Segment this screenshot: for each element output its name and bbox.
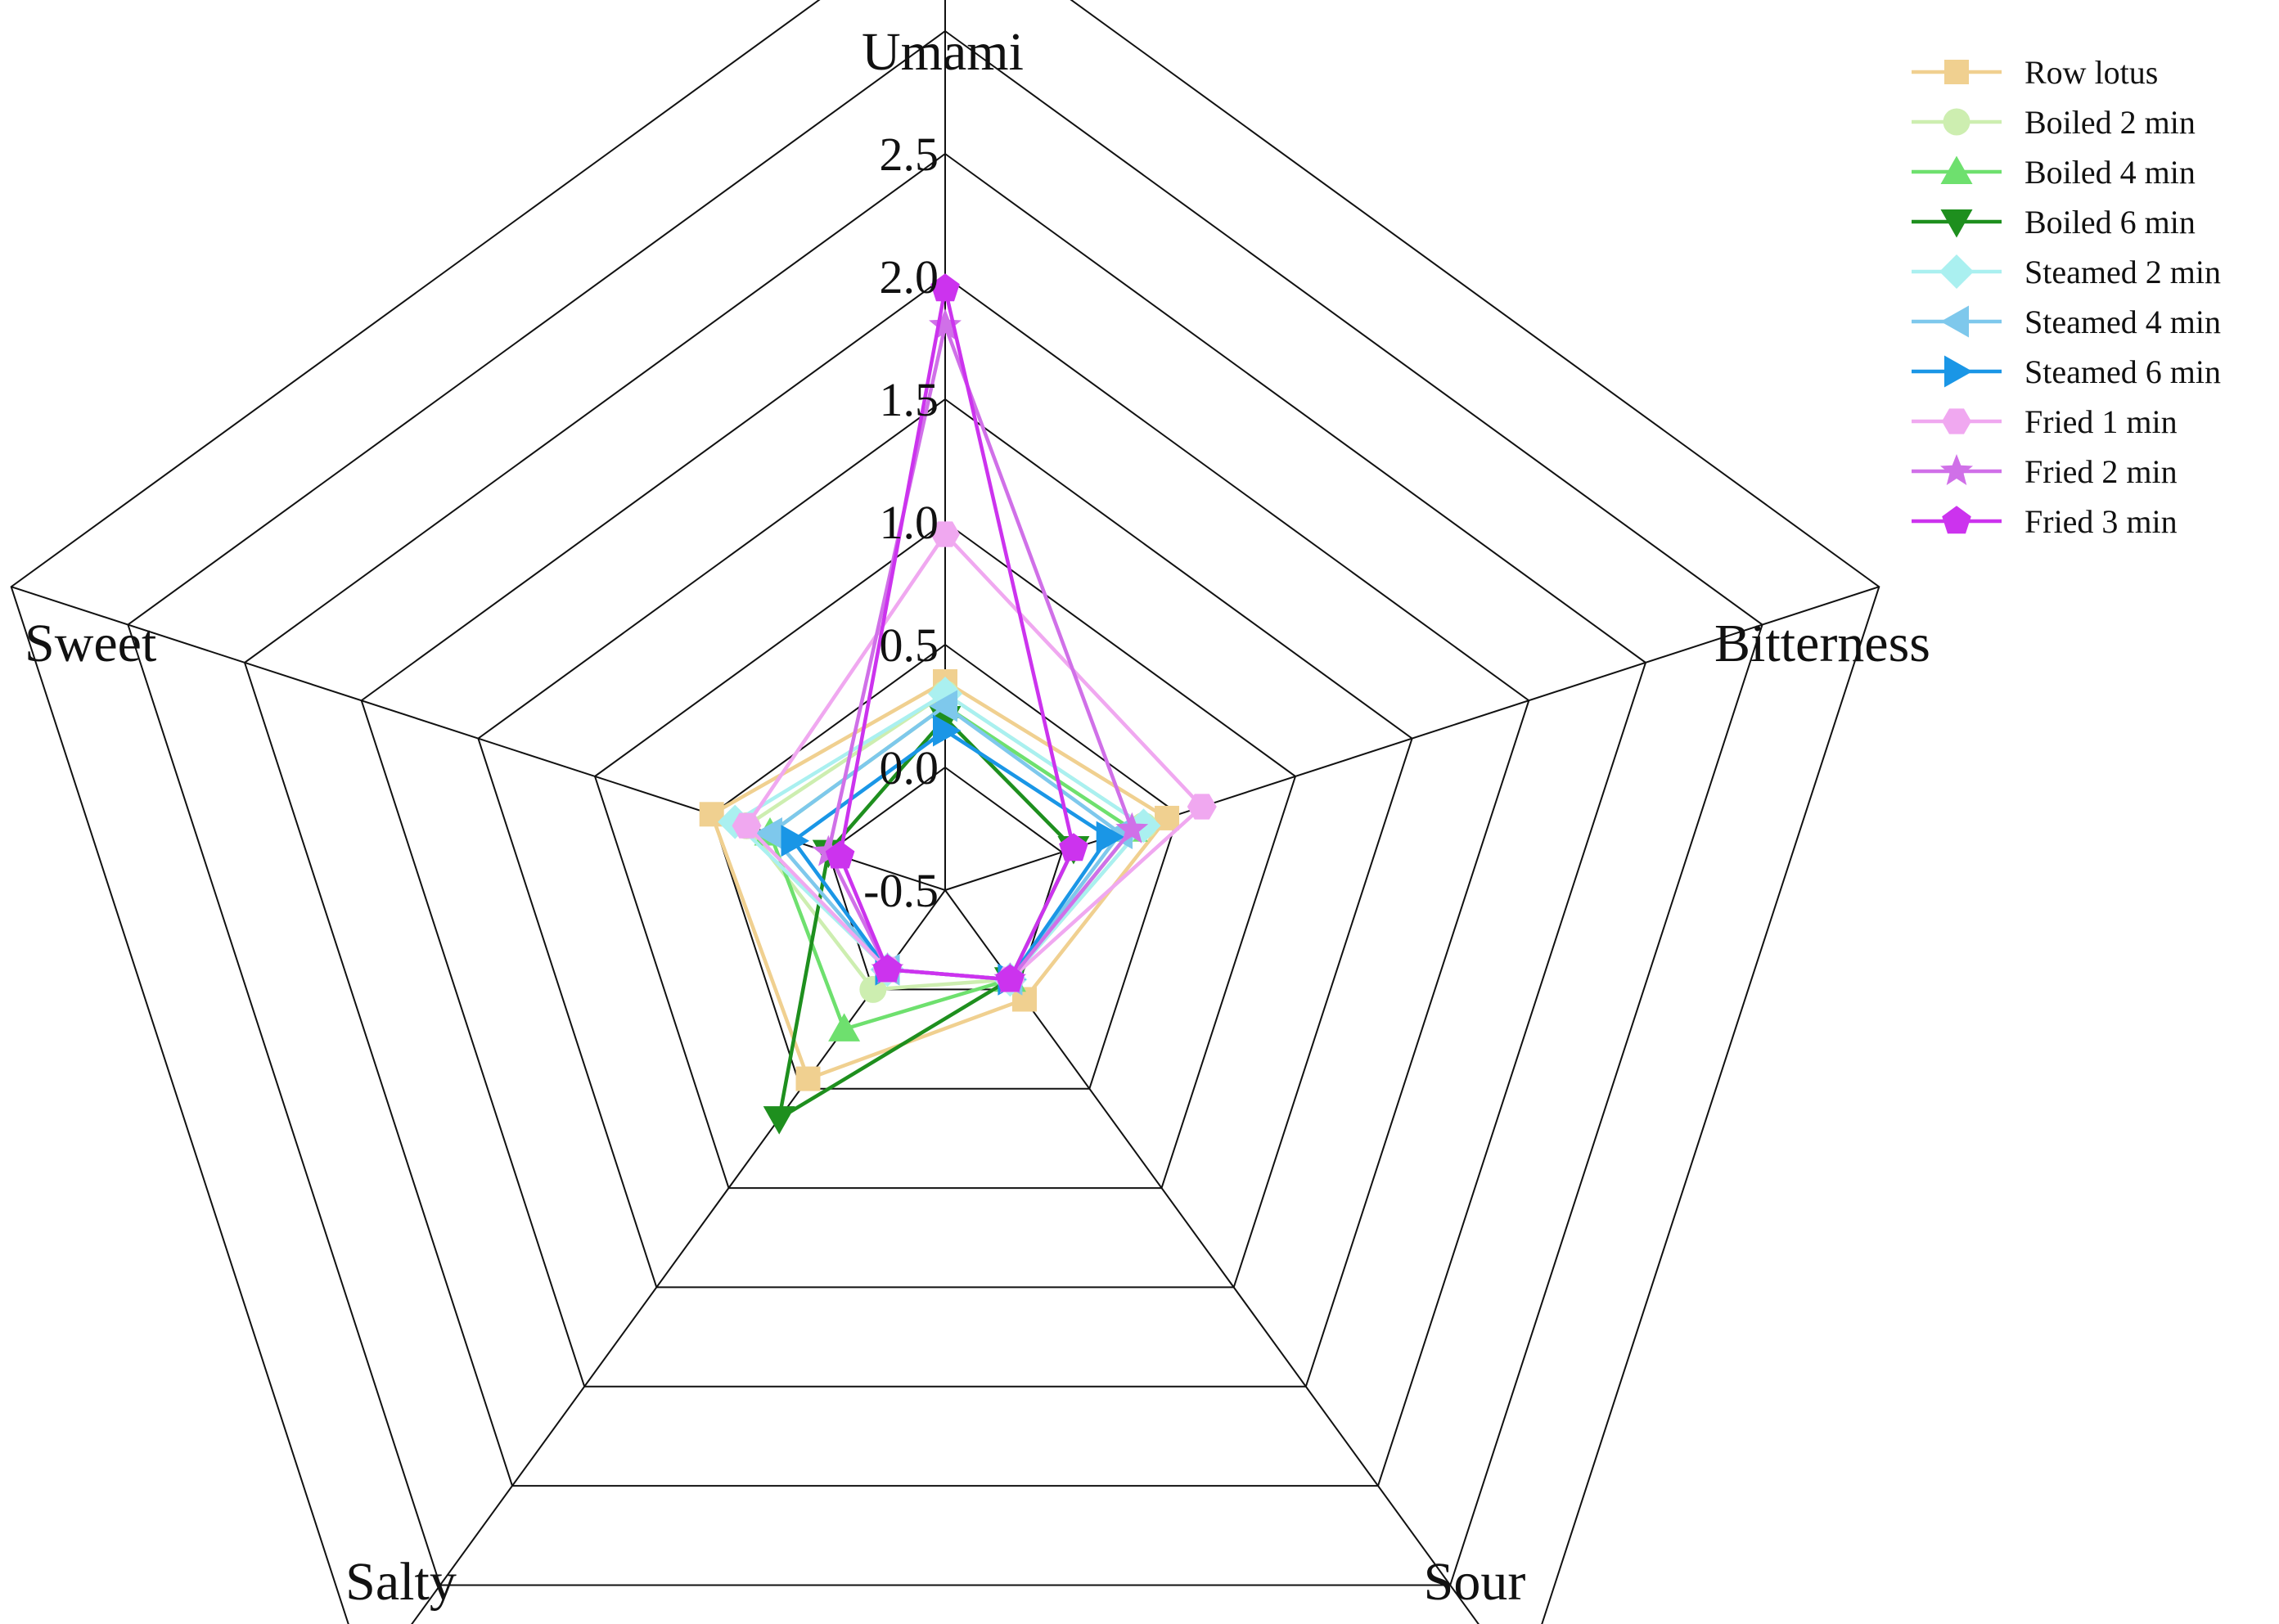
axis-label-sour: Sour xyxy=(1424,1552,1526,1612)
axis-spoke xyxy=(411,889,946,1624)
radar-grid xyxy=(10,0,1880,1624)
data-point xyxy=(825,840,855,869)
legend-item: Fried 2 min xyxy=(1912,453,2178,490)
legend-label: Steamed 6 min xyxy=(2025,353,2221,390)
legend-label: Steamed 2 min xyxy=(2025,254,2221,290)
data-point xyxy=(995,964,1025,992)
legend-item: Fried 3 min xyxy=(1912,503,2178,540)
axis-label-umami: Umami xyxy=(862,22,1024,82)
tick-label: 0.0 xyxy=(880,741,939,794)
data-point xyxy=(872,954,903,983)
data-point xyxy=(795,1066,821,1091)
legend-item: Boiled 2 min xyxy=(1912,104,2196,141)
data-point xyxy=(781,825,809,857)
legend-marker xyxy=(1940,209,1973,238)
axis-spoke xyxy=(944,889,1480,1624)
data-point xyxy=(930,521,960,547)
legend-item: Boiled 4 min xyxy=(1912,154,2196,191)
data-point xyxy=(828,1013,861,1041)
legend-marker xyxy=(1940,454,1973,485)
legend-marker xyxy=(1944,60,1969,84)
data-point xyxy=(930,273,960,302)
grid-ring xyxy=(127,29,1763,1586)
legend-item: Row lotus xyxy=(1912,54,2158,91)
grid-ring xyxy=(827,766,1063,991)
legend-item: Steamed 2 min xyxy=(1912,254,2221,290)
legend-item: Fried 1 min xyxy=(1912,403,2178,440)
tick-label: 1.0 xyxy=(880,496,939,549)
legend-label: Boiled 6 min xyxy=(2025,204,2196,241)
legend-marker xyxy=(1942,506,1971,534)
series-line xyxy=(709,679,1169,1081)
tick-label: 1.5 xyxy=(880,373,939,426)
grid-ring xyxy=(243,152,1647,1487)
legend-label: Fried 3 min xyxy=(2025,503,2178,540)
data-point xyxy=(1059,833,1088,861)
grid-ring xyxy=(10,0,1880,1624)
legend-label: Steamed 4 min xyxy=(2025,304,2221,340)
radar-labels: -0.5 0.0 0.5 1.0 1.5 2.0 2.5 Umami Bitterness Sou… xyxy=(25,22,1930,1612)
legend-marker xyxy=(1942,408,1971,434)
legend-item: Steamed 4 min xyxy=(1912,304,2221,340)
data-point xyxy=(933,714,962,747)
axis-label-bitterness: Bitterness xyxy=(1714,614,1930,673)
data-point xyxy=(732,812,762,839)
data-point xyxy=(763,1106,795,1135)
legend-marker xyxy=(1939,254,1974,289)
legend-item: Boiled 6 min xyxy=(1912,204,2196,241)
tick-label: 0.5 xyxy=(880,619,939,672)
radar-series xyxy=(699,273,1217,1135)
legend-marker xyxy=(1940,305,1969,338)
data-point xyxy=(1115,812,1149,843)
tick-label: 2.5 xyxy=(880,128,939,181)
axis-label-sweet: Sweet xyxy=(25,614,156,673)
series-line xyxy=(777,716,1076,1121)
tick-label: -0.5 xyxy=(863,864,939,917)
axis-label-salty: Salty xyxy=(345,1552,457,1612)
legend-label: Fried 1 min xyxy=(2025,403,2178,440)
legend-label: Row lotus xyxy=(2025,54,2158,91)
series-line xyxy=(838,286,1076,982)
data-point xyxy=(1096,821,1125,853)
data-point xyxy=(754,817,782,849)
legend-label: Fried 2 min xyxy=(2025,453,2178,490)
legend-label: Boiled 2 min xyxy=(2025,104,2196,141)
tick-label: 2.0 xyxy=(880,250,939,304)
grid-ring xyxy=(710,643,1180,1090)
series-fried-3-min xyxy=(825,273,1088,992)
legend-marker xyxy=(1944,355,1973,388)
data-point xyxy=(1187,794,1217,820)
legend: Row lotus Boiled 2 min Boiled 4 min Boiled … xyxy=(1912,54,2221,540)
grid-ring xyxy=(593,520,1297,1190)
legend-marker xyxy=(1943,108,1970,136)
legend-label: Boiled 4 min xyxy=(2025,154,2196,191)
legend-marker xyxy=(1940,155,1973,184)
data-point xyxy=(929,308,962,340)
grid-ring xyxy=(360,275,1530,1388)
data-point xyxy=(929,690,957,722)
series-fried-2-min xyxy=(812,308,1149,994)
legend-item: Steamed 6 min xyxy=(1912,353,2221,390)
grid-ring xyxy=(477,398,1413,1289)
